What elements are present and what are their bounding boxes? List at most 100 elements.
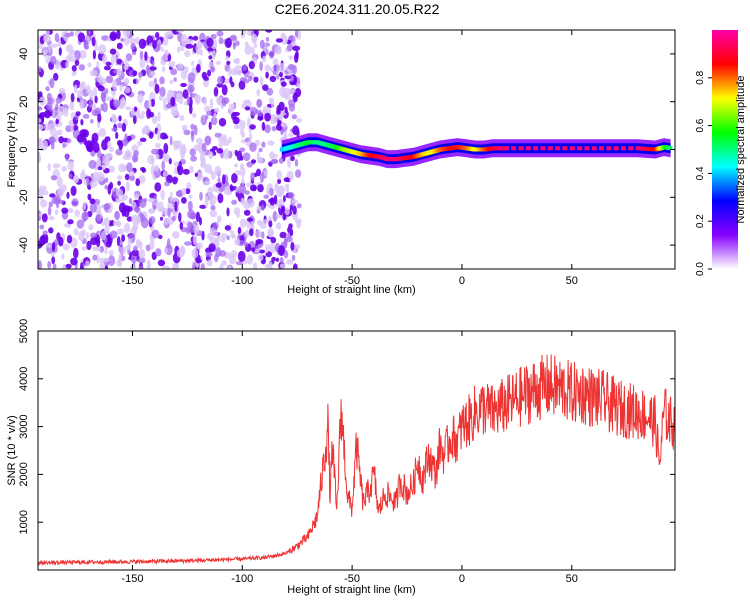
noise-speck [229,254,236,265]
noise-speck [274,45,282,55]
noise-speck [196,63,201,73]
noise-speck [39,212,43,218]
noise-speck [276,170,283,180]
noise-speck [158,95,163,101]
noise-speck [137,256,146,264]
noise-speck [175,190,183,197]
noise-speck [71,198,79,207]
noise-speck [91,36,96,47]
noise-speck [280,122,287,128]
noise-speck [252,185,257,192]
noise-speck [278,245,286,257]
snr-y-tick-label: 4000 [18,367,30,391]
noise-speck [275,38,283,43]
noise-speck [177,63,184,70]
heatmap-x-tick-label: -150 [121,275,143,287]
noise-speck [244,45,253,56]
noise-speck [123,222,131,234]
noise-speck [283,250,289,259]
ridge-core-cell [591,146,597,151]
noise-speck [285,95,291,101]
noise-speck [182,89,189,99]
noise-speck [218,117,227,127]
noise-speck [248,60,255,70]
noise-speck [151,60,155,67]
noise-speck [52,109,56,117]
noise-speck [190,123,195,130]
noise-speck [286,44,293,52]
noise-speck [180,69,187,80]
noise-speck [266,186,270,197]
noise-speck [50,175,58,181]
noise-speck [258,249,266,254]
noise-speck [109,48,117,55]
noise-speck [101,154,110,165]
noise-speck [105,177,109,184]
noise-speck [58,136,65,144]
noise-speck [132,115,137,124]
noise-speck [125,181,131,192]
noise-speck [146,259,151,269]
noise-speck [98,128,107,137]
noise-speck [207,232,214,241]
noise-speck [270,236,277,244]
noise-speck [146,64,150,75]
noise-speck [155,142,161,149]
ridge-core-cell [533,146,539,151]
noise-speck [69,100,75,111]
noise-speck [281,35,288,45]
noise-speck [192,112,197,119]
noise-speck [173,111,180,116]
noise-speck [295,169,302,178]
snr-x-tick-label: -150 [121,573,143,585]
noise-speck [90,236,98,246]
colorbar: 0.0 0.2 0.4 0.6 0.8 Normalized spectral ampl… [695,30,747,276]
ridge-core-cell [647,147,653,152]
noise-speck [121,96,126,107]
noise-speck [159,86,166,98]
noise-speck [126,216,133,222]
noise-speck [192,234,198,246]
noise-speck [257,184,264,193]
noise-speck [195,258,202,264]
noise-speck [141,167,147,173]
noise-speck [132,51,137,56]
noise-speck [115,188,124,198]
noise-speck [137,241,143,250]
noise-speck [280,81,287,87]
noise-speck [279,62,285,73]
noise-speck [38,118,42,124]
noise-speck [180,44,185,52]
noise-speck [176,46,181,53]
ridge-core-cell [577,146,583,151]
noise-speck [275,222,282,230]
noise-speck [200,263,205,269]
noise-speck [178,95,184,105]
snr-panel: -150 -100 -50 0 50 1000 2000 3000 4000 5000 Heigh… [6,319,676,596]
noise-speck [192,35,199,41]
noise-speck [210,33,217,40]
noise-speck [68,55,77,63]
noise-speck [264,64,272,72]
noise-speck [94,198,101,206]
noise-speck [285,184,290,194]
noise-speck [291,199,299,204]
ridge-core-cell [667,146,673,151]
noise-speck [48,227,54,234]
noise-speck [115,197,122,203]
noise-speck [52,163,61,169]
noise-speck [227,265,232,269]
noise-speck [116,42,123,50]
noise-speck [189,165,194,173]
noise-speck [87,193,92,201]
noise-speck [138,248,146,259]
noise-speck [89,70,98,77]
noise-speck [69,31,75,37]
noise-speck [39,112,48,118]
noise-speck [191,60,195,67]
noise-speck [139,50,144,61]
noise-speck [127,238,132,247]
noise-speck [38,124,44,130]
noise-speck [290,75,295,83]
noise-speck [56,129,63,136]
